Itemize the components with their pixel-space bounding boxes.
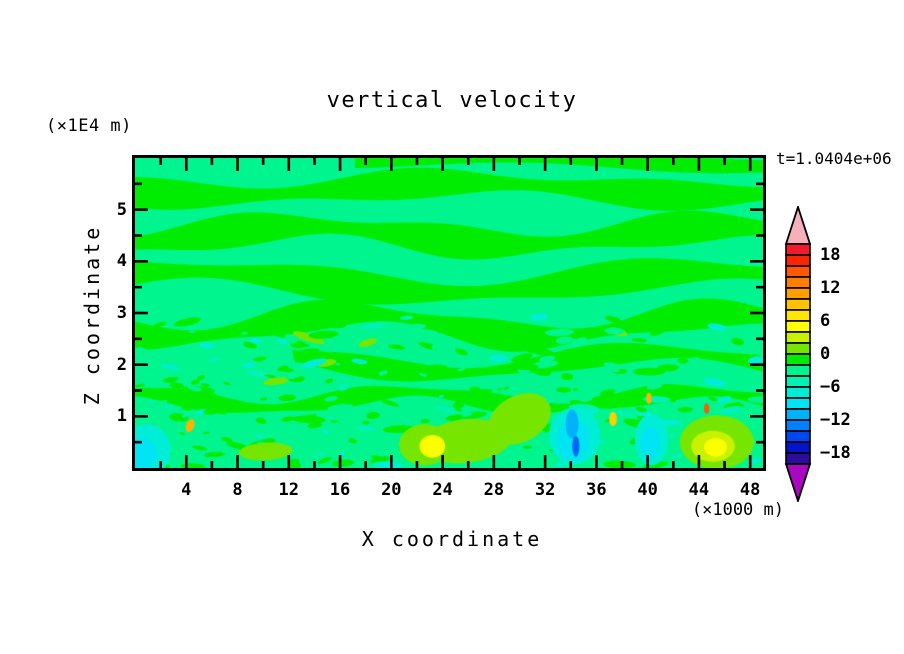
y-tick-label: 3 <box>116 303 127 323</box>
colorbar-band <box>785 276 811 289</box>
colorbar-tick-label: −18 <box>820 443 851 463</box>
colorbar-band <box>785 265 811 278</box>
colorbar <box>784 206 812 502</box>
colorbar-band <box>785 375 811 388</box>
x-tick-label: 36 <box>586 480 607 500</box>
colorbar-tick-label: 6 <box>820 311 831 331</box>
colorbar-band <box>785 243 811 256</box>
y-tick-label: 5 <box>116 199 127 220</box>
contour-field-canvas <box>135 158 763 468</box>
colorbar-band <box>785 287 811 300</box>
colorbar-arrow <box>784 206 812 245</box>
y-tick-label: 4 <box>116 251 127 272</box>
colorbar-band <box>785 298 811 311</box>
x-tick-label: 24 <box>432 480 453 500</box>
colorbar-band <box>785 353 811 366</box>
colorbar-tick-label: 12 <box>820 278 841 298</box>
colorbar-band <box>785 320 811 333</box>
colorbar-tick-label: 0 <box>820 344 831 364</box>
axis-ticks <box>135 158 763 468</box>
y-axis-unit-label: (×1E4 m) <box>46 116 132 136</box>
y-tick-label: 2 <box>116 354 127 375</box>
colorbar-band <box>785 441 811 454</box>
y-axis-title: Z coordinate <box>80 224 104 406</box>
colorbar-tick-label: −12 <box>820 410 851 430</box>
colorbar-band <box>785 430 811 443</box>
colorbar-band <box>785 309 811 322</box>
x-tick-label: 16 <box>329 480 351 500</box>
x-axis-unit-label: (×1000 m) <box>691 500 784 520</box>
colorbar-band <box>785 419 811 432</box>
colorbar-band <box>785 397 811 410</box>
x-tick-label: 44 <box>688 480 710 500</box>
colorbar-arrow <box>784 463 812 502</box>
y-tick-label: 1 <box>116 406 127 427</box>
x-tick-label: 12 <box>278 480 300 500</box>
plot-area <box>132 155 766 471</box>
x-tick-label: 8 <box>232 480 243 500</box>
figure-title: vertical velocity <box>326 88 578 113</box>
colorbar-tick-label: 18 <box>820 245 841 265</box>
x-tick-label: 40 <box>637 480 658 500</box>
timestamp-label: t=1.0404e+06 <box>776 149 892 168</box>
x-axis-title: X coordinate <box>361 527 543 551</box>
x-tick-label: 20 <box>381 480 402 500</box>
x-tick-label: 48 <box>739 480 761 500</box>
colorbar-band <box>785 386 811 399</box>
colorbar-band <box>785 254 811 267</box>
colorbar-band <box>785 342 811 355</box>
colorbar-band <box>785 364 811 377</box>
colorbar-tick-label: −6 <box>820 377 841 397</box>
x-tick-label: 4 <box>181 480 192 500</box>
colorbar-band <box>785 452 811 465</box>
x-tick-label: 28 <box>483 480 505 500</box>
x-tick-label: 32 <box>534 480 556 500</box>
colorbar-band <box>785 331 811 344</box>
colorbar-band <box>785 408 811 421</box>
